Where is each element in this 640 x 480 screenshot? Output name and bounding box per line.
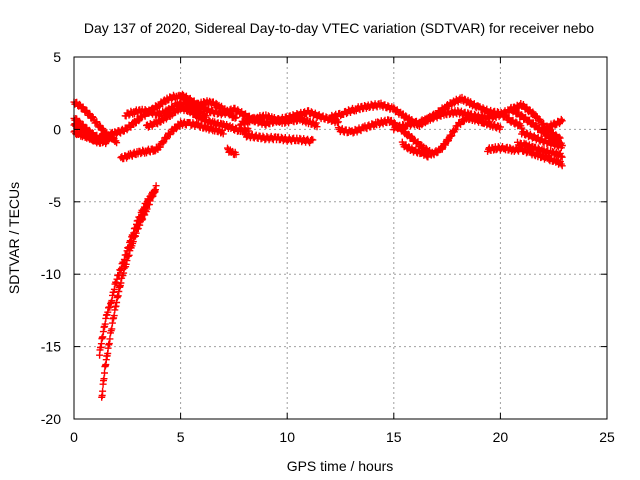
series-track-i bbox=[241, 130, 317, 147]
data-point-markers bbox=[117, 118, 227, 163]
data-points bbox=[70, 90, 566, 401]
series-track-s bbox=[514, 138, 566, 161]
data-point-markers bbox=[539, 115, 566, 135]
series-descending-track-spread bbox=[96, 188, 159, 359]
y-tick-label: -20 bbox=[41, 411, 61, 427]
series-descending-track bbox=[98, 182, 160, 401]
y-tick-label: 0 bbox=[53, 121, 61, 137]
x-tick-label: 10 bbox=[279, 429, 295, 445]
data-point-markers bbox=[143, 103, 253, 136]
series-track-g bbox=[143, 103, 253, 136]
series-track-k bbox=[224, 144, 240, 159]
data-point-markers bbox=[98, 182, 160, 401]
data-point-markers bbox=[518, 128, 566, 152]
series-track-r bbox=[518, 128, 566, 152]
plot-border bbox=[73, 56, 608, 420]
series-track-n bbox=[390, 100, 564, 143]
x-tick-label: 25 bbox=[599, 429, 615, 445]
tick-labels: 0 5 10 15 20 25 5 0 -5 -10 -15 -20 bbox=[41, 49, 615, 445]
data-point-markers bbox=[390, 100, 564, 143]
data-point-markers bbox=[224, 144, 240, 159]
y-tick-label: -15 bbox=[41, 339, 61, 355]
data-point-markers bbox=[241, 130, 317, 147]
y-tick-label: -10 bbox=[41, 266, 61, 282]
x-tick-label: 0 bbox=[70, 429, 78, 445]
chart-title: Day 137 of 2020, Sidereal Day-to-day VTE… bbox=[84, 20, 594, 36]
x-tick-label: 15 bbox=[386, 429, 402, 445]
series-track-j bbox=[236, 111, 321, 131]
x-tick-label: 5 bbox=[177, 429, 185, 445]
x-axis-label: GPS time / hours bbox=[287, 458, 394, 474]
data-point-markers bbox=[398, 138, 432, 161]
x-tick-label: 20 bbox=[493, 429, 509, 445]
series-track-e bbox=[117, 118, 227, 163]
data-point-markers bbox=[514, 138, 566, 161]
data-point-markers bbox=[236, 111, 321, 131]
tick-marks bbox=[73, 56, 608, 420]
y-tick-label: -5 bbox=[49, 194, 62, 210]
series-track-t bbox=[539, 115, 566, 135]
y-axis-label: SDTVAR / TECUs bbox=[6, 182, 22, 294]
data-point-markers bbox=[96, 188, 159, 359]
y-tick-label: 5 bbox=[53, 49, 61, 65]
series-track-o bbox=[398, 138, 432, 161]
